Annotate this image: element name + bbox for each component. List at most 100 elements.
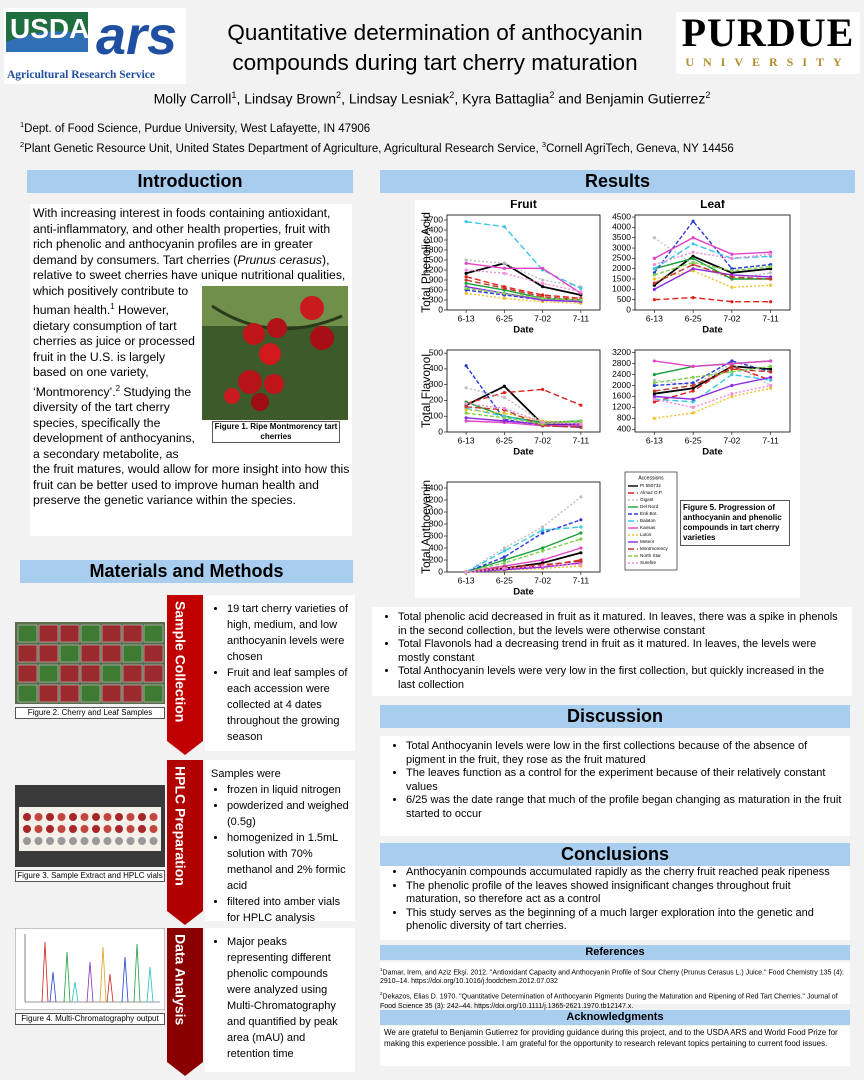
series-line bbox=[465, 532, 582, 573]
affil-num: 1 bbox=[20, 120, 25, 129]
y-tick-label: 3200 bbox=[612, 347, 631, 357]
data-point bbox=[541, 531, 545, 535]
bullet: filtered into amber vials for HPLC analy… bbox=[227, 894, 351, 926]
results-text: Total phenolic acid decreased in fruit a… bbox=[372, 607, 852, 696]
x-axis-label: Date bbox=[513, 587, 534, 598]
data-point bbox=[730, 256, 734, 260]
step-lead: Samples were bbox=[211, 768, 281, 780]
y-tick-label: 600 bbox=[429, 530, 443, 540]
x-tick-label: 7-11 bbox=[762, 313, 779, 323]
series-line bbox=[466, 287, 581, 301]
section-heading: Discussion bbox=[380, 705, 850, 728]
usda-tagline: Agricultural Research Service bbox=[7, 69, 155, 81]
data-point bbox=[541, 525, 545, 529]
discussion-text: Total Anthocyanin levels were low in the… bbox=[380, 736, 850, 836]
arrow-shape bbox=[167, 760, 203, 925]
data-point bbox=[730, 392, 734, 396]
y-tick-label: 500 bbox=[429, 347, 443, 357]
legend-title: Accessions bbox=[638, 475, 664, 481]
data-point bbox=[652, 273, 656, 277]
series-line bbox=[466, 417, 581, 425]
reference: 2Dekazos, Elias D. 1970. "Quantitative D… bbox=[380, 989, 850, 1010]
data-point bbox=[541, 278, 545, 282]
series-line bbox=[654, 373, 771, 403]
series-line bbox=[466, 221, 582, 289]
affil-num: 3 bbox=[541, 139, 547, 149]
data-point bbox=[730, 364, 734, 368]
bullet: frozen in liquid nitrogen bbox=[227, 782, 351, 798]
x-tick-label: 6-25 bbox=[496, 313, 513, 323]
y-tick-label: 1400 bbox=[424, 482, 443, 492]
data-point bbox=[541, 528, 545, 532]
data-point bbox=[691, 405, 695, 409]
data-point bbox=[691, 296, 695, 300]
data-point bbox=[464, 408, 468, 412]
series-line bbox=[465, 387, 581, 425]
data-point bbox=[652, 392, 656, 396]
intro-span: With increasing interest in foods contai… bbox=[33, 206, 331, 267]
data-point bbox=[652, 416, 656, 420]
data-point bbox=[769, 367, 773, 371]
y-tick-label: 300 bbox=[429, 379, 443, 389]
purdue-name: PURDUE bbox=[681, 10, 855, 55]
x-axis-label: Date bbox=[702, 447, 723, 458]
data-point bbox=[769, 277, 773, 281]
plot-frame bbox=[446, 214, 601, 311]
author: Benjamin Gutierrez bbox=[585, 90, 706, 107]
y-tick-label: 2400 bbox=[424, 224, 443, 234]
y-tick-label: 3500 bbox=[612, 232, 631, 242]
x-tick-label: 7-11 bbox=[573, 435, 590, 445]
data-point bbox=[464, 220, 468, 224]
y-tick-label: 2800 bbox=[612, 358, 631, 368]
x-tick-label: 6-25 bbox=[496, 575, 513, 585]
y-tick-label: 1200 bbox=[612, 402, 631, 412]
x-tick-label: 6-13 bbox=[646, 435, 663, 445]
affil-text: Dept. of Food Science, Purdue University… bbox=[24, 122, 371, 135]
series-line bbox=[654, 270, 771, 289]
data-point bbox=[691, 397, 695, 401]
data-point bbox=[652, 281, 656, 285]
data-point bbox=[464, 419, 468, 423]
data-point bbox=[464, 286, 468, 290]
data-point bbox=[652, 378, 656, 382]
plot-frame bbox=[446, 349, 601, 433]
data-point bbox=[464, 405, 468, 409]
data-point bbox=[464, 364, 468, 368]
data-point bbox=[691, 236, 695, 240]
data-point bbox=[730, 300, 734, 304]
data-point bbox=[691, 411, 695, 415]
usda-logo: USDA ars Agricultural Research Service bbox=[4, 6, 186, 84]
method-figure bbox=[15, 785, 165, 867]
series-line bbox=[465, 286, 581, 303]
bullet: Total phenolic acid decreased in fruit a… bbox=[398, 611, 844, 638]
data-point bbox=[691, 400, 695, 404]
data-point bbox=[691, 267, 695, 271]
data-point bbox=[730, 370, 734, 374]
data-point bbox=[730, 394, 734, 399]
series-line bbox=[654, 243, 771, 270]
y-axis-label: Total Flavonol bbox=[419, 354, 433, 428]
data-point bbox=[541, 546, 545, 550]
series-line bbox=[654, 251, 771, 266]
ref-num: 1 bbox=[380, 967, 383, 972]
author: Kyra Battaglia bbox=[462, 90, 550, 107]
series-line bbox=[654, 360, 771, 387]
data-point bbox=[502, 546, 506, 550]
affil-num: 2 bbox=[20, 139, 25, 149]
series-line bbox=[465, 519, 582, 573]
y-tick-label: 2500 bbox=[612, 253, 631, 263]
citation: 1 bbox=[110, 302, 115, 311]
series-line bbox=[654, 263, 771, 284]
intro-span: ), relative to sweet cherries have uniqu… bbox=[33, 252, 346, 318]
y-tick-label: 1000 bbox=[612, 284, 631, 294]
series-line bbox=[466, 269, 582, 293]
y-tick-label: 600 bbox=[429, 284, 443, 294]
series-line bbox=[654, 360, 771, 368]
series-line bbox=[465, 276, 581, 299]
data-point bbox=[579, 290, 583, 294]
legend-label: Meteor bbox=[640, 539, 655, 544]
step-text: Samples were frozen in liquid nitrogenpow… bbox=[205, 760, 355, 924]
data-point bbox=[691, 383, 695, 388]
data-point bbox=[502, 266, 506, 270]
